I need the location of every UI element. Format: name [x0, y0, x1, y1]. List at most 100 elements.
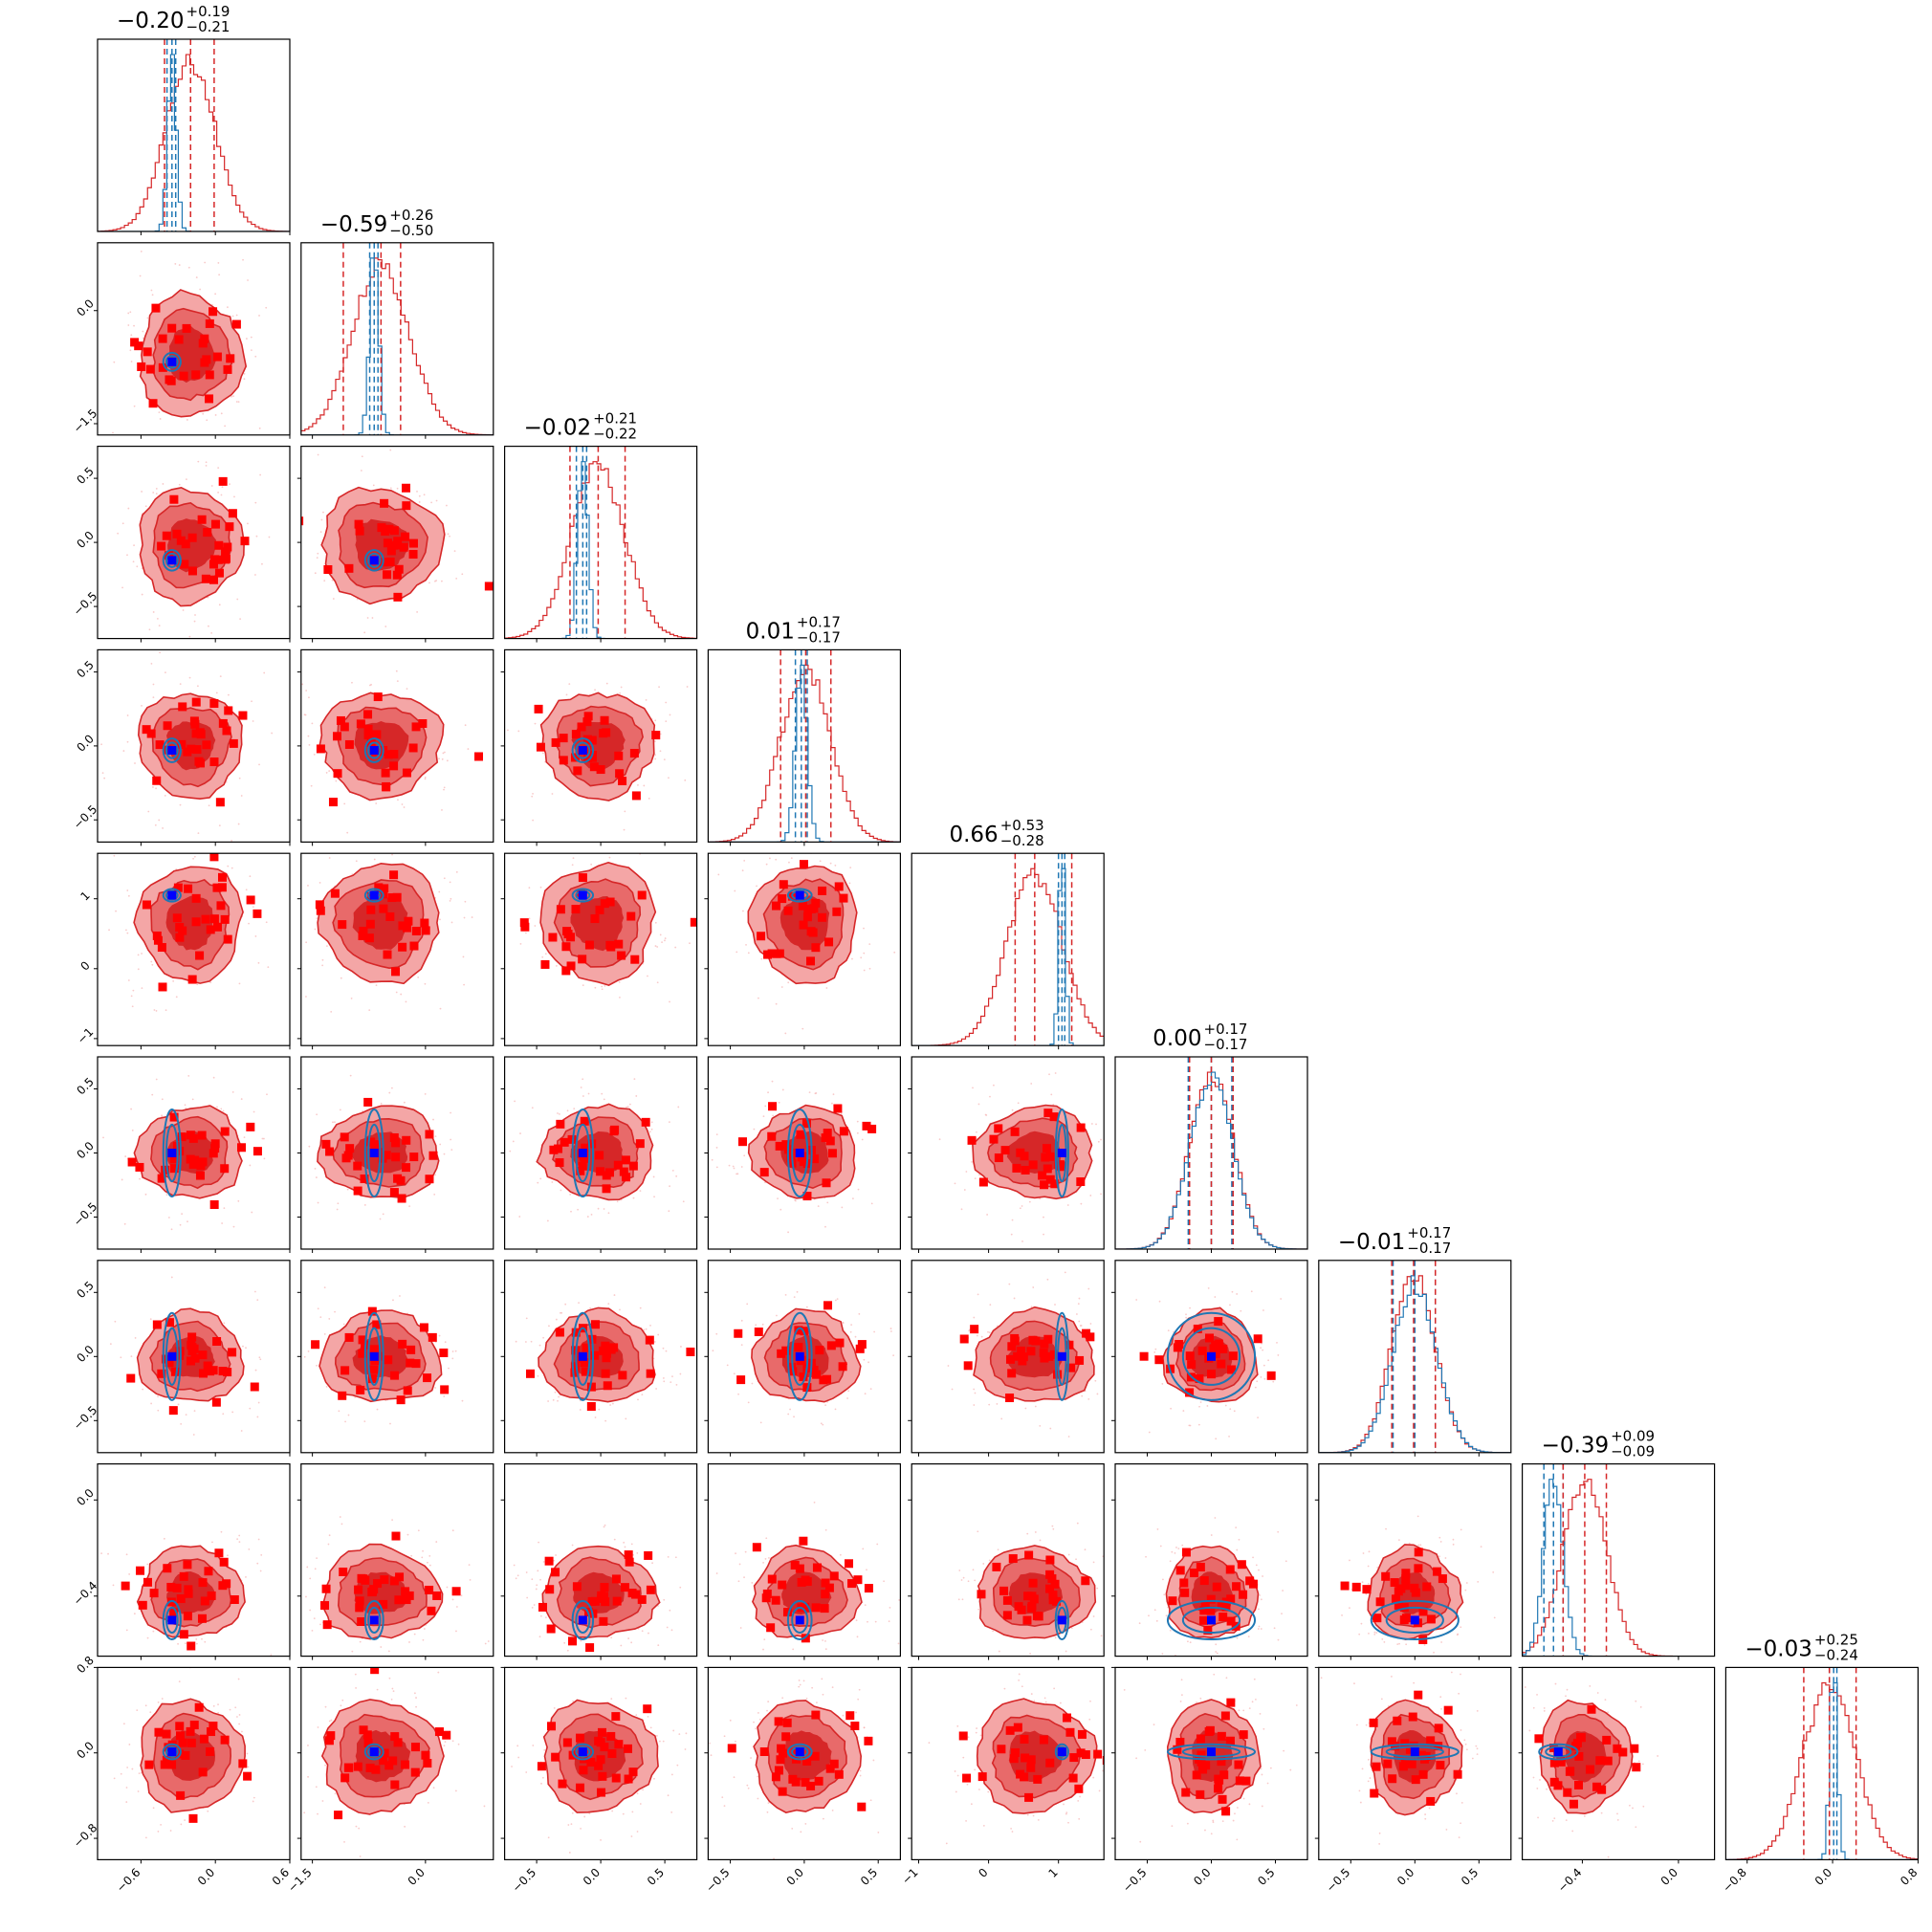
x-tick-label-5-2: 0.5 — [1255, 1866, 1277, 1888]
truth-marker-4-1 — [369, 890, 379, 900]
panel-title-plus-8: +0.25 — [1814, 1631, 1858, 1648]
truth-marker-8-7 — [1553, 1747, 1563, 1757]
y-tick-label-8-1: 0.0 — [74, 1739, 96, 1761]
panel-frame-1-1 — [300, 242, 494, 436]
truth-marker-7-6 — [1410, 1615, 1419, 1625]
blue-contour-inner-2-0 — [165, 552, 179, 568]
truth-marker-7-2 — [578, 1615, 587, 1625]
contour-panel-8-3: −0.5 0.0 0.5 — [703, 1666, 902, 1896]
contour-panel-5-4 — [908, 1056, 1105, 1253]
x-tick-label-6-2: 0.5 — [1459, 1866, 1481, 1888]
truth-marker-8-1 — [369, 1747, 379, 1757]
panel-title-value-1: −0.59 — [320, 212, 387, 237]
panel-frame-7-7 — [1521, 1462, 1716, 1658]
panel-title-minus-4: −0.28 — [1000, 832, 1044, 849]
truth-marker-4-0 — [167, 890, 177, 900]
y-tick-label-6-1: 0.0 — [74, 1343, 96, 1365]
blue-contour-inner-5-2 — [575, 1123, 591, 1183]
blue-histogram-6 — [1318, 1275, 1511, 1453]
truth-marker-3-2 — [578, 746, 587, 756]
y-tick-label-4-2: 1 — [78, 889, 93, 903]
blue-contour-outer-5-2 — [571, 1108, 595, 1198]
contour-panel-7-2 — [500, 1462, 698, 1660]
x-tick-label-3-1: 0.0 — [784, 1866, 806, 1888]
contour-panel-5-3 — [704, 1056, 902, 1253]
contour-panel-7-3 — [704, 1462, 902, 1660]
contour-panel-3-1 — [296, 648, 494, 846]
contour-panel-8-7: −0.4 0.0 — [1518, 1666, 1716, 1895]
blue-histogram-7 — [1522, 1479, 1715, 1657]
blue-contour-outer-5-3 — [786, 1108, 813, 1198]
x-tick-label-6-0: −0.5 — [1324, 1866, 1353, 1896]
contour-panel-8-1: −1.5 0.0 — [285, 1666, 494, 1895]
truth-marker-6-5 — [1207, 1351, 1216, 1361]
x-tick-label-7-1: 0.0 — [1658, 1866, 1680, 1888]
contour-panel-7-5 — [1111, 1462, 1308, 1660]
truth-marker-6-0 — [167, 1351, 177, 1361]
panel-frame-4-1 — [300, 852, 494, 1046]
histogram-panel-0: −0.20 +0.19−0.21 — [97, 3, 291, 235]
blue-histogram-8 — [1725, 1681, 1919, 1860]
contour-panel-3-0: −0.5 0.0 0.5 — [71, 648, 291, 846]
blue-contour-inner-6-2 — [575, 1327, 591, 1386]
contour-panel-6-3 — [704, 1260, 902, 1457]
truth-marker-1-0 — [167, 357, 177, 366]
blue-contour-outer-2-0 — [162, 549, 182, 572]
contour-panel-7-4 — [908, 1462, 1105, 1660]
blue-contour-outer-6-1 — [363, 1311, 384, 1401]
blue-histogram-2 — [504, 461, 697, 639]
contour-panel-1-0: −1.5 0.0 — [71, 242, 291, 439]
blue-contour-inner-8-5 — [1181, 1745, 1241, 1758]
blue-contour-outer-4-0 — [162, 888, 182, 903]
x-tick-label-3-0: −0.5 — [703, 1866, 733, 1896]
truth-marker-5-1 — [369, 1149, 379, 1157]
x-tick-label-2-1: 0.0 — [581, 1866, 603, 1888]
x-tick-label-6-1: 0.0 — [1394, 1866, 1416, 1888]
truth-marker-2-1 — [369, 556, 379, 565]
blue-contour-inner-8-2 — [575, 1745, 591, 1758]
blue-contour-outer-6-5 — [1166, 1311, 1257, 1401]
panel-title-minus-6: −0.17 — [1407, 1240, 1451, 1257]
contour-panel-7-0: −0.4 0.0 — [71, 1462, 291, 1660]
truth-marker-5-2 — [578, 1149, 587, 1157]
truth-marker-5-4 — [1057, 1149, 1066, 1157]
x-tick-label-2-0: −0.5 — [510, 1866, 539, 1896]
histogram-panel-8: −0.03 +0.25−0.24 −0.8 0.0 0.8 — [1720, 1631, 1920, 1895]
panel-title-plus-0: +0.19 — [187, 3, 231, 20]
panel-title-value-8: −0.03 — [1745, 1636, 1811, 1661]
blue-contour-inner-3-2 — [575, 741, 591, 759]
panel-title-plus-7: +0.09 — [1611, 1428, 1655, 1445]
blue-contour-inner-6-3 — [791, 1327, 809, 1386]
histogram-panel-5: 0.00 +0.17−0.17 — [1114, 1021, 1308, 1253]
blue-contour-outer-8-2 — [571, 1743, 595, 1761]
contour-panel-2-1 — [296, 446, 494, 643]
panel-title-value-2: −0.02 — [524, 416, 591, 441]
x-tick-label-1-1: 0.0 — [406, 1866, 428, 1888]
y-tick-label-4-0: −1 — [75, 1025, 96, 1046]
contour-panel-8-6: −0.5 0.0 0.5 — [1314, 1666, 1512, 1896]
truth-marker-8-4 — [1057, 1747, 1066, 1757]
contour-panel-4-0: −1 0 1 — [75, 852, 291, 1050]
x-tick-label-0-0: −0.6 — [114, 1866, 143, 1896]
blue-contour-outer-8-6 — [1370, 1743, 1460, 1761]
x-tick-label-8-1: 0.0 — [1812, 1866, 1834, 1888]
blue-contour-outer-8-4 — [1054, 1743, 1069, 1761]
panel-title-value-7: −0.39 — [1542, 1434, 1609, 1459]
truth-marker-4-3 — [795, 890, 804, 900]
panel-frame-2-2 — [503, 446, 698, 640]
blue-contour-inner-8-7 — [1545, 1745, 1572, 1758]
y-tick-label-2-1: 0.0 — [74, 529, 96, 551]
blue-contour-outer-6-0 — [162, 1311, 182, 1401]
panel-title-minus-0: −0.21 — [187, 18, 231, 35]
contour-panel-5-2 — [500, 1056, 698, 1253]
truth-marker-8-2 — [578, 1747, 587, 1757]
blue-contour-inner-7-5 — [1181, 1606, 1241, 1634]
histogram-panel-1: −0.59 +0.26−0.50 — [300, 207, 494, 439]
blue-contour-outer-8-3 — [786, 1743, 813, 1761]
contour-panel-6-0: −0.5 0.0 0.5 — [71, 1260, 291, 1457]
truth-marker-7-5 — [1207, 1615, 1216, 1625]
y-tick-label-1-1: 0.0 — [74, 296, 96, 318]
panel-title-plus-5: +0.17 — [1204, 1021, 1248, 1038]
blue-contour-outer-7-3 — [786, 1599, 813, 1641]
